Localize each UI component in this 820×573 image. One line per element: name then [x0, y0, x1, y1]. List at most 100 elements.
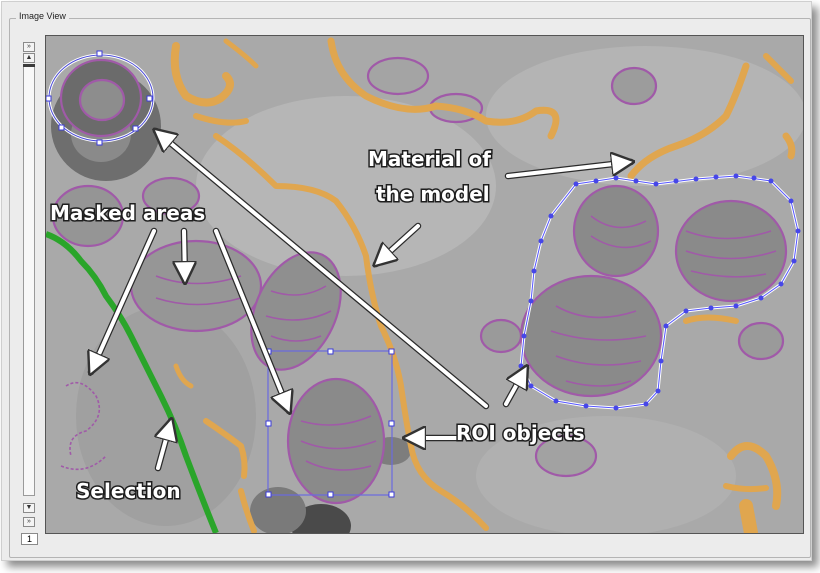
roi-vertex[interactable] [795, 228, 801, 234]
mask-organelle [141, 176, 201, 216]
roi-vertex[interactable] [655, 388, 661, 394]
roi-vertex[interactable] [553, 398, 559, 404]
membrane [238, 488, 257, 533]
roi-vertex[interactable] [788, 198, 794, 204]
roi-vertex[interactable] [593, 178, 599, 184]
scroll-down-button[interactable]: ▼ [23, 503, 35, 513]
material-membranes [170, 37, 796, 533]
image-view-frame [9, 18, 811, 558]
label-material-line2: the model [376, 182, 490, 206]
em-region [486, 46, 803, 186]
cristae [300, 415, 377, 471]
roi-vertex[interactable] [693, 176, 699, 182]
membrane [223, 38, 259, 69]
membrane [213, 133, 489, 531]
roi-ellipse-handles [46, 50, 153, 146]
roi-vertex[interactable] [713, 174, 719, 180]
membrane [327, 37, 560, 140]
mask-organelle [366, 56, 430, 96]
arrow-material [506, 162, 631, 178]
arrow-masked [214, 229, 289, 411]
roi-vertex[interactable] [733, 173, 739, 179]
membrane [739, 499, 758, 533]
scroll-top-button[interactable]: » [23, 42, 35, 52]
label-roi-objects: ROI objects [456, 421, 585, 445]
mask-organelle [610, 66, 658, 106]
cristae [550, 305, 647, 387]
slice-scroll-thumb[interactable] [23, 64, 35, 67]
slice-scroll-track[interactable] [23, 64, 35, 496]
membrane [173, 363, 194, 389]
roi-handle[interactable] [96, 139, 103, 146]
roi-vertex[interactable] [768, 178, 774, 184]
mask-organelle [78, 78, 126, 122]
roi-vertex[interactable] [583, 403, 589, 409]
roi-vertex[interactable] [673, 178, 679, 184]
roi-vertex[interactable] [758, 295, 764, 301]
roi-handle[interactable] [146, 95, 153, 102]
roi-vertex[interactable] [613, 175, 619, 181]
roi-vertex[interactable] [538, 238, 544, 244]
cristae [265, 285, 332, 342]
cristae [590, 215, 652, 249]
membrane [727, 442, 782, 510]
mask-mitochondrion [519, 274, 663, 398]
roi-handle[interactable] [96, 50, 103, 57]
membrane [782, 132, 796, 160]
mask-mitochondrion [572, 184, 660, 278]
selection-path [46, 231, 219, 533]
cristae [60, 381, 107, 471]
arrow-roi [156, 131, 488, 408]
roi-vertex[interactable] [531, 268, 537, 274]
roi-vertex[interactable] [751, 175, 757, 181]
membrane [170, 42, 234, 107]
dark-organelle [291, 504, 351, 533]
roi-handle[interactable] [132, 125, 139, 132]
roi-handle[interactable] [327, 491, 334, 498]
roi-vertex[interactable] [778, 281, 784, 287]
roi-vertex[interactable] [528, 383, 534, 389]
roi-handle[interactable] [388, 420, 395, 427]
roi-vertex[interactable] [653, 181, 659, 187]
mask-cristae [60, 215, 777, 471]
roi-handle[interactable] [265, 420, 272, 427]
arrow-masked [184, 229, 185, 281]
arrow-material [376, 224, 420, 264]
roi-vertex[interactable] [663, 323, 669, 329]
roi-vertex[interactable] [791, 258, 797, 264]
mask-mitochondrion [674, 199, 788, 303]
membrane [683, 314, 739, 324]
roi-handle[interactable] [388, 491, 395, 498]
label-selection: Selection [76, 479, 181, 503]
roi-vertex[interactable] [528, 298, 534, 304]
roi-vertex[interactable] [643, 401, 649, 407]
roi-vertex[interactable] [613, 405, 619, 411]
roi-handle[interactable] [46, 95, 52, 102]
arrow-masked [91, 229, 156, 372]
roi-vertex[interactable] [708, 305, 714, 311]
slice-number-input[interactable] [21, 533, 38, 545]
mask-mitochondrion [286, 377, 386, 505]
roi-vertex[interactable] [521, 333, 527, 339]
roi-vertex[interactable] [733, 303, 739, 309]
mask-organelle [51, 184, 125, 248]
membrane [723, 483, 769, 493]
masked-areas [51, 56, 788, 505]
roi-handle[interactable] [265, 491, 272, 498]
roi-rectangle-handles [265, 348, 395, 498]
roi-vertex[interactable] [683, 308, 689, 314]
roi-handle[interactable] [58, 124, 65, 131]
roi-vertex[interactable] [573, 181, 579, 187]
image-svg: Material of the model Masked areas ROI o… [46, 36, 803, 533]
roi-handle[interactable] [388, 348, 395, 355]
roi-vertex[interactable] [548, 213, 554, 219]
image-canvas[interactable]: Material of the model Masked areas ROI o… [45, 35, 804, 534]
roi-vertex[interactable] [658, 358, 664, 364]
roi-polygon-vertices [518, 173, 801, 411]
scroll-up-button[interactable]: ▲ [23, 53, 35, 63]
arrow-selection [158, 421, 171, 470]
roi-vertex[interactable] [633, 178, 639, 184]
roi-handle[interactable] [327, 348, 334, 355]
arrow-roi [504, 368, 526, 406]
scroll-bottom-button[interactable]: » [23, 517, 35, 527]
